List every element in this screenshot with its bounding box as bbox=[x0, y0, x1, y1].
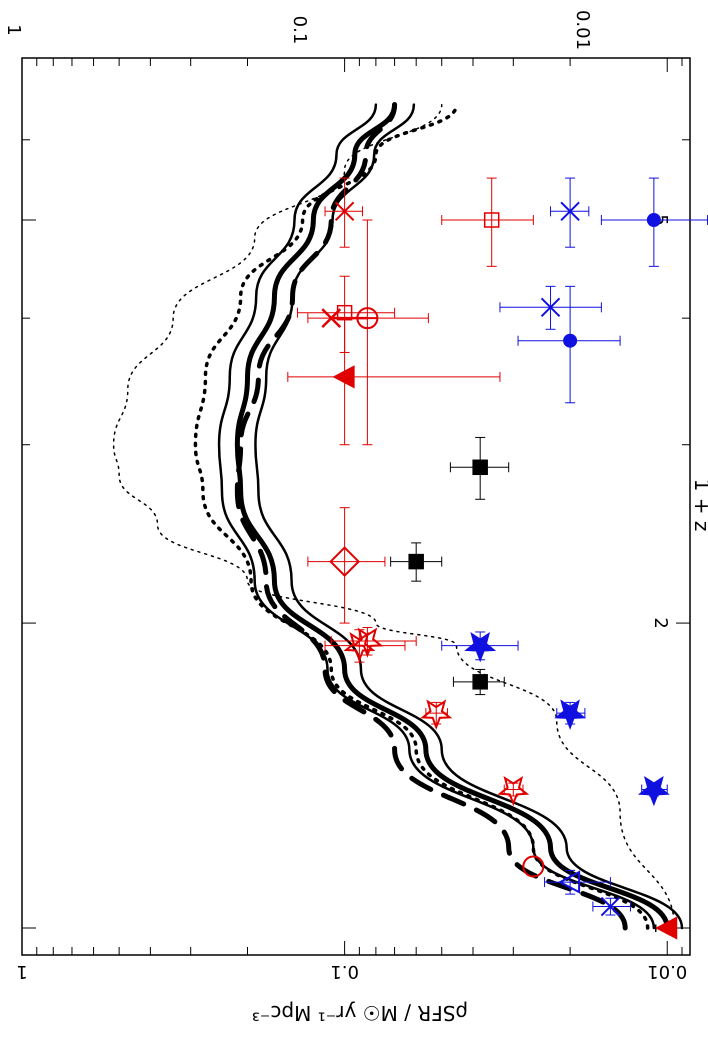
model-curves bbox=[112, 102, 684, 931]
top-axis-label: 1 bbox=[3, 24, 24, 35]
data-point bbox=[324, 177, 364, 248]
y-tick-label: 1 bbox=[16, 961, 27, 982]
top-axis-label: 0.01 bbox=[572, 10, 593, 50]
circle-marker bbox=[522, 855, 545, 878]
model-curve bbox=[234, 102, 670, 931]
data-point bbox=[390, 542, 443, 582]
star-marker bbox=[464, 632, 497, 663]
data-point bbox=[441, 631, 519, 663]
data-point bbox=[321, 308, 368, 329]
x-marker bbox=[540, 297, 561, 318]
x-marker bbox=[560, 201, 580, 221]
model-curve bbox=[234, 102, 628, 931]
x-tick-label: 2 bbox=[650, 617, 671, 628]
star-marker bbox=[637, 775, 670, 807]
square-marker bbox=[483, 212, 500, 228]
data-point bbox=[550, 177, 590, 248]
triangle-marker bbox=[655, 916, 678, 940]
data-point bbox=[600, 177, 708, 267]
data-point bbox=[554, 699, 587, 730]
x-axis-label: 1 + z bbox=[690, 479, 708, 532]
plot-border bbox=[21, 57, 691, 956]
star-marker bbox=[351, 627, 384, 658]
data-points bbox=[287, 177, 708, 940]
data-point bbox=[330, 627, 417, 658]
data-point bbox=[296, 275, 396, 353]
square-marker bbox=[472, 459, 488, 476]
top-axis-label: 0.1 bbox=[289, 16, 310, 45]
data-point bbox=[517, 285, 621, 404]
data-point bbox=[441, 177, 534, 267]
star-marker bbox=[554, 699, 587, 730]
x-marker bbox=[600, 896, 621, 917]
data-point bbox=[287, 317, 501, 446]
data-point bbox=[420, 699, 453, 730]
data-point bbox=[307, 507, 386, 624]
axis-labels: 1 + z ρSFR / M☉ yr⁻¹ Mpc⁻³ bbox=[252, 479, 708, 1025]
data-point bbox=[452, 668, 505, 696]
data-point bbox=[499, 285, 602, 330]
data-point bbox=[592, 896, 631, 917]
data-point bbox=[544, 869, 611, 895]
data-point bbox=[497, 775, 530, 807]
square-marker bbox=[408, 553, 424, 570]
triangle-marker bbox=[557, 870, 581, 894]
model-curve bbox=[217, 103, 656, 930]
model-curve bbox=[112, 103, 676, 929]
star-marker bbox=[497, 775, 530, 807]
filled-circle-marker bbox=[646, 213, 661, 227]
model-curve bbox=[254, 103, 684, 930]
data-point bbox=[449, 436, 510, 500]
square-marker bbox=[472, 674, 488, 690]
data-point bbox=[307, 219, 429, 446]
triangle-marker bbox=[332, 365, 355, 389]
filled-circle-marker bbox=[563, 333, 578, 348]
data-point bbox=[655, 916, 678, 940]
data-point bbox=[522, 855, 545, 878]
y-axis-label: ρSFR / M☉ yr⁻¹ Mpc⁻³ bbox=[252, 1001, 468, 1025]
star-marker bbox=[420, 699, 453, 730]
plot-frame bbox=[21, 57, 691, 956]
diamond-marker bbox=[329, 546, 361, 578]
y-tick-label: 0.1 bbox=[330, 961, 359, 982]
data-point bbox=[637, 775, 670, 807]
x-marker bbox=[334, 201, 355, 221]
y-tick-label: 0.01 bbox=[647, 961, 687, 982]
